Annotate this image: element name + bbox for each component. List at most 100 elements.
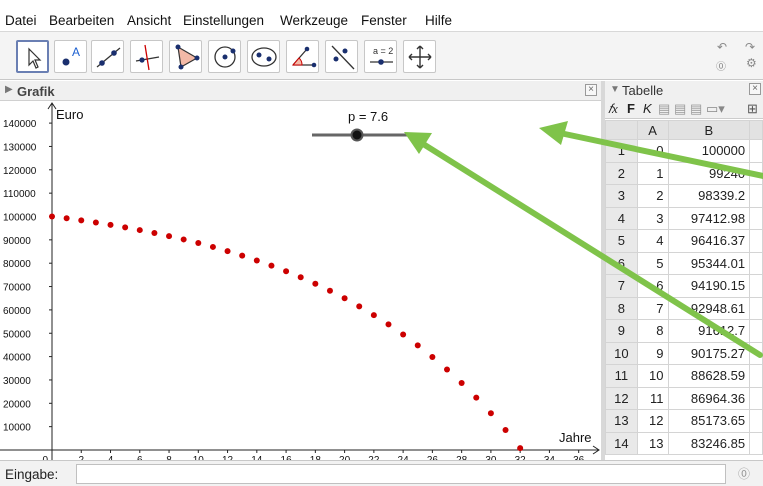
row-header[interactable]: 1 [606, 140, 638, 163]
row-header[interactable]: 2 [606, 162, 638, 185]
data-point[interactable] [225, 248, 231, 254]
menu-hilfe[interactable]: Hilfe [425, 13, 452, 28]
cell-c[interactable] [750, 432, 763, 455]
cell-a[interactable]: 12 [637, 410, 668, 433]
cell-c[interactable] [750, 410, 763, 433]
data-point[interactable] [49, 214, 55, 220]
menu-einstellungen[interactable]: Einstellungen [183, 13, 264, 28]
data-point[interactable] [122, 224, 128, 230]
cell-b[interactable]: 90175.27 [668, 342, 750, 365]
spreadsheet[interactable]: A B 1 0 100000 2 1 99240 3 2 98339.2 4 3 97412.98 5 4… [605, 120, 763, 460]
cell-b[interactable]: 88628.59 [668, 365, 750, 388]
bold-button[interactable]: F [627, 101, 635, 116]
data-point[interactable] [254, 257, 260, 263]
cell-b[interactable]: 98339.2 [668, 185, 750, 208]
column-header-c[interactable] [750, 121, 763, 140]
cell-c[interactable] [750, 342, 763, 365]
data-point[interactable] [371, 312, 377, 318]
gear-icon[interactable]: ⚙ [746, 56, 757, 70]
cell-a[interactable]: 13 [637, 432, 668, 455]
data-point[interactable] [488, 410, 494, 416]
menu-bearbeiten[interactable]: Bearbeiten [49, 13, 114, 28]
row-header[interactable]: 5 [606, 230, 638, 253]
data-point[interactable] [283, 268, 289, 274]
cell-b[interactable]: 96416.37 [668, 230, 750, 253]
close-graphics-view-icon[interactable]: × [585, 84, 597, 96]
cell-b[interactable]: 86964.36 [668, 387, 750, 410]
column-header-b[interactable]: B [668, 121, 750, 140]
cell-b[interactable]: 100000 [668, 140, 750, 163]
menu-fenster[interactable]: Fenster [361, 13, 407, 28]
background-color-icon[interactable]: ▭▾ [706, 101, 725, 117]
data-point[interactable] [503, 427, 509, 433]
data-point[interactable] [93, 220, 99, 226]
row-header[interactable]: 11 [606, 365, 638, 388]
move-view-tool-button[interactable] [403, 40, 436, 73]
cell-c[interactable] [750, 365, 763, 388]
data-point[interactable] [356, 303, 362, 309]
line-tool-button[interactable] [91, 40, 124, 73]
cell-c[interactable] [750, 140, 763, 163]
italic-button[interactable]: K [643, 101, 652, 116]
row-header[interactable]: 6 [606, 252, 638, 275]
input-bar-toggle-icon[interactable]: 𝑓x [608, 101, 618, 117]
row-header[interactable]: 4 [606, 207, 638, 230]
data-point[interactable] [473, 395, 479, 401]
help-icon[interactable]: ⓪ [738, 465, 750, 482]
cell-b[interactable]: 94190.15 [668, 275, 750, 298]
ellipse-tool-button[interactable] [247, 40, 280, 73]
column-header-a[interactable]: A [637, 121, 668, 140]
data-point[interactable] [444, 367, 450, 373]
row-header[interactable]: 10 [606, 342, 638, 365]
cell-a[interactable]: 11 [637, 387, 668, 410]
data-point[interactable] [239, 253, 245, 259]
cell-a[interactable]: 2 [637, 185, 668, 208]
data-point[interactable] [400, 332, 406, 338]
cell-a[interactable]: 10 [637, 365, 668, 388]
data-point[interactable] [385, 321, 391, 327]
slider-handle[interactable] [352, 130, 363, 141]
row-header[interactable]: 14 [606, 432, 638, 455]
cell-a[interactable]: 4 [637, 230, 668, 253]
slider-p[interactable]: p = 7.6 [312, 109, 430, 141]
cell-c[interactable] [750, 320, 763, 343]
collapse-arrow-icon[interactable]: ▶ [5, 84, 13, 95]
row-header[interactable]: 12 [606, 387, 638, 410]
cell-b[interactable]: 83246.85 [668, 432, 750, 455]
angle-tool-button[interactable] [286, 40, 319, 73]
data-point[interactable] [166, 233, 172, 239]
input-field[interactable] [76, 464, 726, 484]
cell-a[interactable]: 7 [637, 297, 668, 320]
cell-c[interactable] [750, 207, 763, 230]
graphics-canvas[interactable]: 2468101214161820222426283032343601000020… [0, 101, 601, 460]
data-point[interactable] [268, 263, 274, 269]
polygon-tool-button[interactable] [169, 40, 202, 73]
spreadsheet-grid[interactable]: A B 1 0 100000 2 1 99240 3 2 98339.2 4 3 97412.98 5 4… [605, 120, 763, 455]
cell-b[interactable]: 92948.61 [668, 297, 750, 320]
data-point[interactable] [195, 240, 201, 246]
cell-a[interactable]: 8 [637, 320, 668, 343]
help-icon[interactable]: ⓪ [716, 58, 726, 73]
corner-cell[interactable] [606, 121, 638, 140]
cell-a[interactable]: 6 [637, 275, 668, 298]
menu-ansicht[interactable]: Ansicht [127, 13, 171, 28]
data-point[interactable] [312, 281, 318, 287]
graphics-view[interactable]: 2468101214161820222426283032343601000020… [0, 101, 601, 460]
cell-c[interactable] [750, 387, 763, 410]
row-header[interactable]: 7 [606, 275, 638, 298]
cell-a[interactable]: 1 [637, 162, 668, 185]
menu-werkzeuge[interactable]: Werkzeuge [280, 13, 348, 28]
data-point[interactable] [210, 244, 216, 250]
data-point[interactable] [137, 227, 143, 233]
align-center-icon[interactable]: ▤ [674, 101, 686, 117]
cell-b[interactable]: 85173.65 [668, 410, 750, 433]
collapse-arrow-icon[interactable]: ▼ [610, 84, 620, 95]
row-header[interactable]: 8 [606, 297, 638, 320]
data-point[interactable] [342, 295, 348, 301]
perpendicular-tool-button[interactable] [130, 40, 163, 73]
cell-c[interactable] [750, 252, 763, 275]
cell-c[interactable] [750, 275, 763, 298]
align-right-icon[interactable]: ▤ [690, 101, 702, 117]
data-point[interactable] [298, 274, 304, 280]
reflect-tool-button[interactable] [325, 40, 358, 73]
